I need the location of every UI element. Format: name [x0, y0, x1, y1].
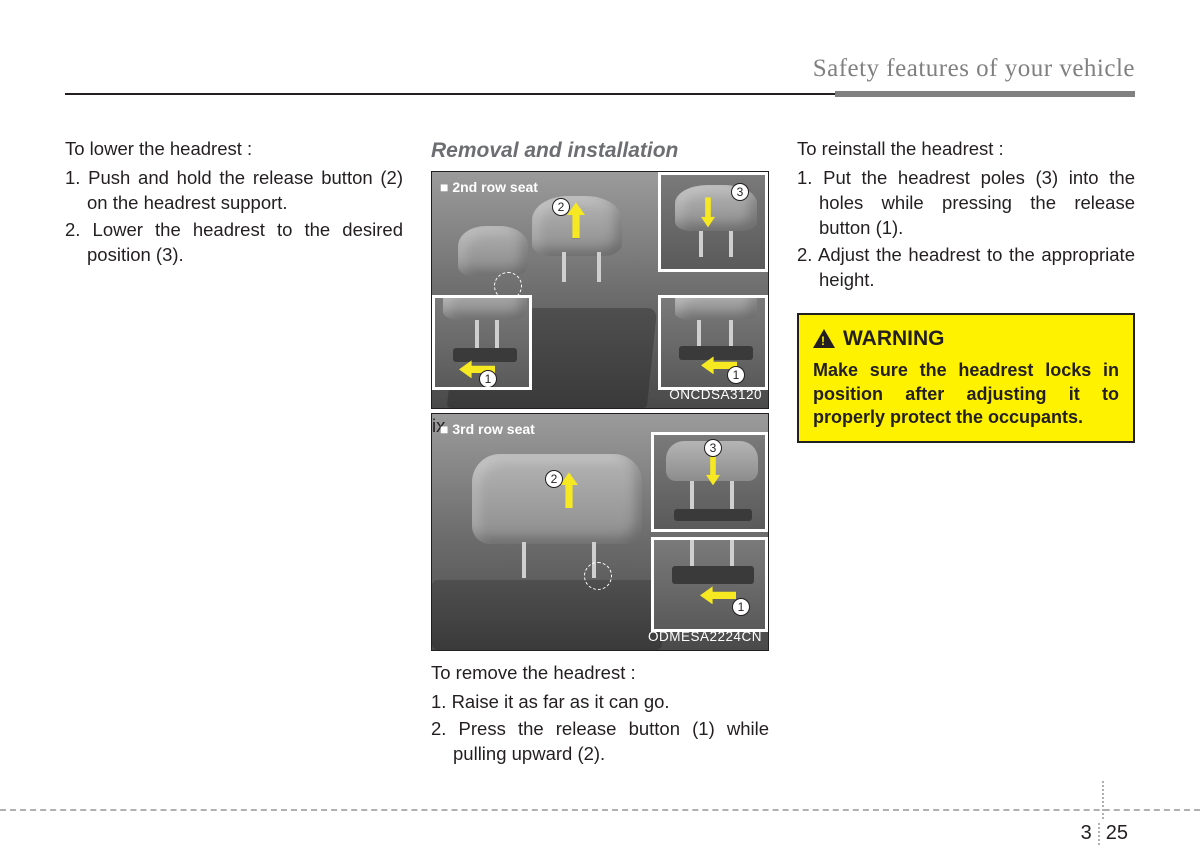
page-number: 3 25 — [1081, 822, 1128, 845]
list-item: 2. Press the release button (1) while pu… — [431, 717, 769, 767]
list-item: 1. Push and hold the release button (2) … — [65, 166, 403, 216]
col3-list: 1. Put the headrest poles (3) into the h… — [797, 166, 1135, 293]
headrest-shape — [675, 295, 757, 320]
figure-3rd-row-seat: ■ 3rd row seat ix ODMESA2224CN 2 3 — [431, 413, 769, 651]
headrest-shape — [443, 295, 527, 320]
headrest-pole — [690, 481, 694, 511]
figure-2nd-row-seat: ■ 2nd row seat ONCDSA3120 2 1 — [431, 171, 769, 409]
headrest-pole — [690, 537, 694, 566]
col1-list: 1. Push and hold the release button (2) … — [65, 166, 403, 268]
header-divider — [65, 91, 1135, 97]
headrest-pole — [597, 252, 601, 282]
page-number-value: 25 — [1106, 822, 1128, 845]
figure-label: ■ 3rd row seat — [440, 420, 535, 439]
headrest-pole — [475, 320, 479, 350]
callout-number: 1 — [727, 366, 745, 384]
warning-title: WARNING — [843, 325, 945, 353]
column-right: To reinstall the headrest : 1. Put the h… — [797, 137, 1135, 769]
warning-body: Make sure the headrest locks in position… — [813, 359, 1119, 429]
list-item: 1. Put the headrest poles (3) into the h… — [797, 166, 1135, 241]
base-shape — [672, 566, 754, 584]
headrest-pole — [729, 231, 733, 257]
list-item: 2. Lower the headrest to the desired pos… — [65, 218, 403, 268]
arrow-left-icon — [700, 586, 736, 604]
figure-label: ■ 2nd row seat — [440, 178, 538, 197]
manual-page: Safety features of your vehicle To lower… — [0, 0, 1200, 861]
thick-rule — [835, 91, 1135, 97]
figure-code: ONCDSA3120 — [669, 386, 762, 404]
warning-box: WARNING Make sure the headrest locks in … — [797, 313, 1135, 444]
figure-inset: 1 — [651, 537, 768, 632]
headrest-pole — [697, 320, 701, 348]
footer-vertical-dots — [1102, 781, 1104, 819]
col3-intro: To reinstall the headrest : — [797, 137, 1135, 162]
headrest-shape — [458, 226, 528, 276]
page-header: Safety features of your vehicle — [65, 55, 1135, 83]
figure-inset: 1 — [658, 295, 768, 390]
list-item: 2. Adjust the headrest to the appropriat… — [797, 243, 1135, 293]
headrest-pole — [562, 252, 566, 282]
warning-header: WARNING — [813, 325, 1119, 353]
col1-intro: To lower the headrest : — [65, 137, 403, 162]
seat-shape — [432, 580, 662, 650]
section-title: Safety features of your vehicle — [813, 55, 1135, 83]
base-shape — [674, 509, 752, 521]
headrest-pole — [522, 542, 526, 578]
content-columns: To lower the headrest : 1. Push and hold… — [65, 137, 1135, 769]
figure-inset: 3 — [651, 432, 768, 532]
col2-list: 1. Raise it as far as it can go. 2. Pres… — [431, 690, 769, 767]
headrest-pole — [495, 320, 499, 350]
subheading: Removal and installation — [431, 137, 769, 165]
base-shape — [679, 346, 753, 360]
list-item: 1. Raise it as far as it can go. — [431, 690, 769, 715]
callout-number: 1 — [479, 370, 497, 388]
figure-inset: 1 — [432, 295, 532, 390]
footer-divider — [0, 809, 1200, 811]
warning-triangle-icon — [813, 329, 835, 348]
thin-rule — [65, 93, 835, 95]
headrest-pole — [729, 320, 733, 348]
headrest-pole — [730, 481, 734, 511]
callout-number: 1 — [732, 598, 750, 616]
figure-code: ODMESA2224CN — [648, 628, 762, 646]
figure-inset: 3 — [658, 172, 768, 272]
headrest-shape — [472, 454, 642, 544]
page-num-separator — [1098, 823, 1100, 845]
base-shape — [453, 348, 517, 362]
headrest-pole — [699, 231, 703, 257]
column-left: To lower the headrest : 1. Push and hold… — [65, 137, 403, 769]
chapter-number: 3 — [1081, 822, 1092, 845]
headrest-pole — [730, 537, 734, 566]
col2-intro: To remove the headrest : — [431, 661, 769, 686]
column-center: Removal and installation ■ 2nd row seat … — [431, 137, 769, 769]
